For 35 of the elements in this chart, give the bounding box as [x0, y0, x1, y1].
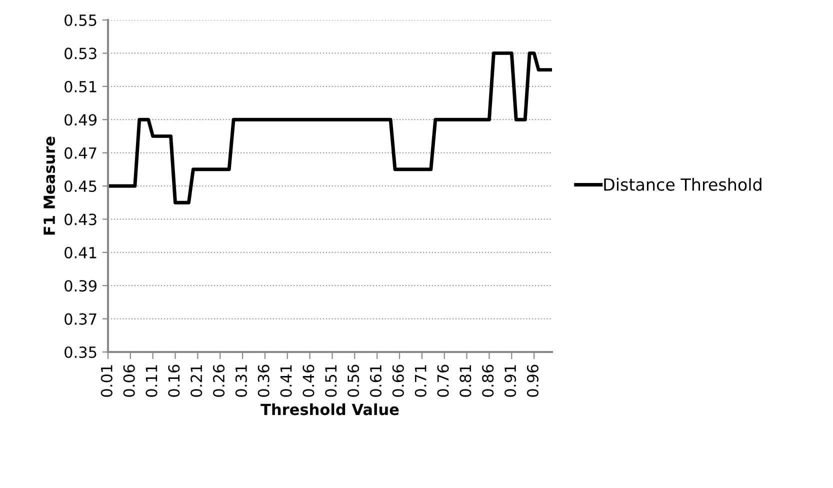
legend-label: Distance Threshold	[604, 178, 762, 191]
y-tick-label: 0.53	[64, 48, 96, 60]
y-tick-label: 0.43	[64, 214, 96, 226]
x-axis-title: Threshold Value	[260, 403, 399, 416]
x-tick-label: 0.86	[482, 364, 494, 397]
y-axis-title: F1 Measure	[44, 136, 56, 235]
x-tick-label: 0.41	[280, 365, 292, 397]
y-tick-label: 0.45	[64, 180, 96, 192]
x-tick-label: 0.91	[504, 365, 516, 397]
x-tick-label: 0.66	[392, 364, 404, 397]
x-tick-label: 0.16	[168, 364, 180, 397]
y-tick-label: 0.35	[64, 346, 96, 358]
x-tick-label: 0.31	[235, 365, 247, 397]
y-tick-label: 0.47	[64, 147, 96, 159]
y-tick-label: 0.39	[64, 280, 97, 292]
y-tick-label: 0.37	[64, 313, 96, 325]
y-tick-label: 0.51	[64, 80, 96, 92]
x-tick-label: 0.81	[460, 365, 472, 397]
x-tick-label: 0.46	[302, 364, 314, 397]
x-tick-label: 0.26	[213, 364, 225, 397]
x-tick-label: 0.96	[526, 364, 538, 397]
x-tick-label: 0.76	[437, 364, 449, 397]
y-tick-label: 0.41	[64, 246, 96, 258]
x-tick-label: 0.36	[258, 364, 270, 397]
x-tick-label: 0.21	[190, 365, 202, 397]
x-tick-label: 0.56	[348, 364, 360, 397]
y-tick-label: 0.49	[64, 114, 97, 126]
x-tick-label: 0.51	[325, 365, 337, 397]
x-tick-label: 0.06	[123, 364, 135, 397]
x-tick-label: 0.01	[100, 365, 112, 397]
y-tick-label: 0.55	[64, 14, 96, 26]
line-series	[108, 51, 552, 204]
x-tick-label: 0.71	[414, 365, 426, 397]
x-tick-label: 0.11	[146, 365, 158, 397]
x-tick-label: 0.61	[370, 365, 382, 397]
